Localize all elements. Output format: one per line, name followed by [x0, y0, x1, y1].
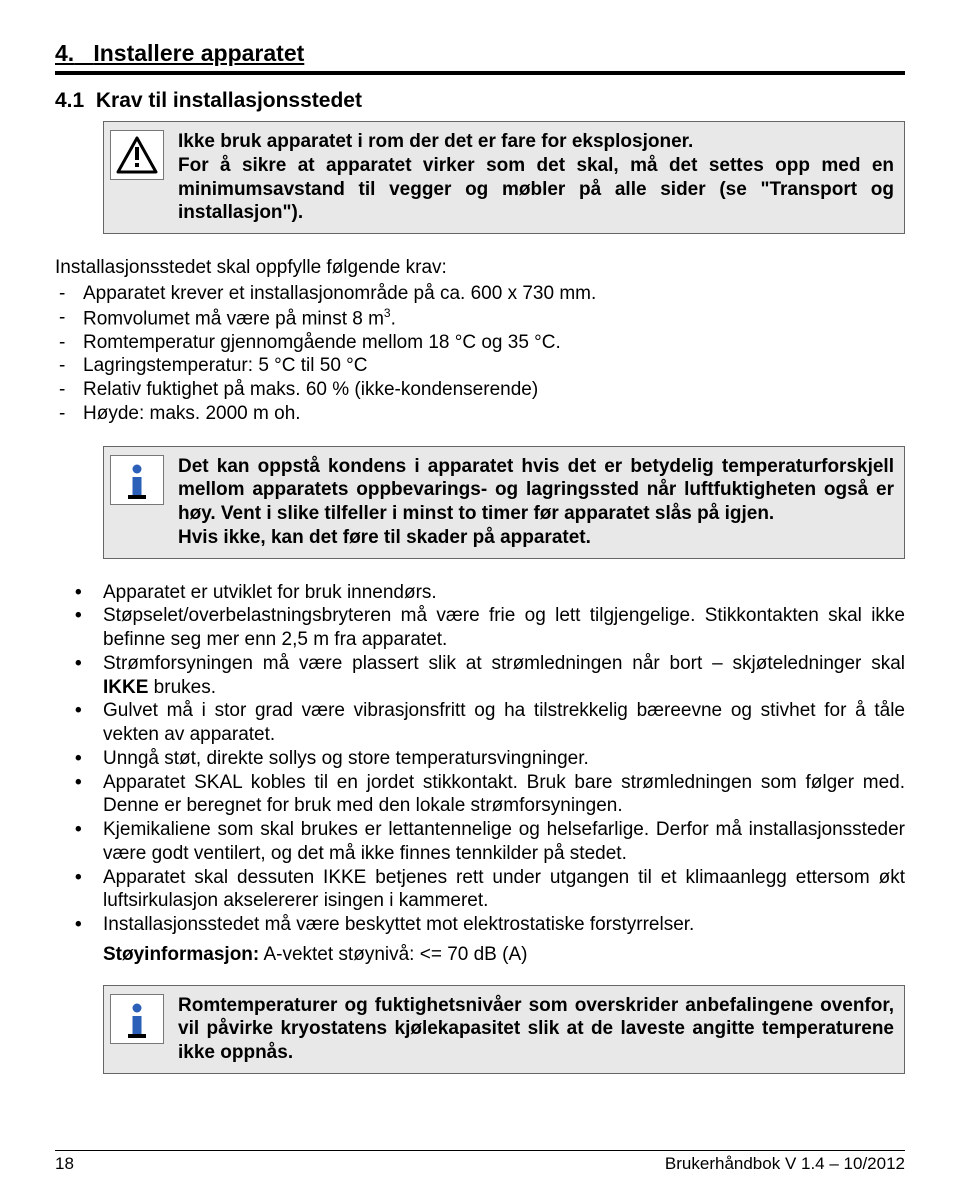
- noise-value: A-vektet støynivå: <= 70 dB (A): [259, 944, 527, 965]
- noise-label: Støyinformasjon:: [103, 944, 259, 965]
- warning-icon: [110, 130, 164, 180]
- list-item: Apparatet skal dessuten IKKE betjenes re…: [75, 866, 905, 914]
- info-box-condensation: Det kan oppstå kondens i apparatet hvis …: [103, 446, 905, 559]
- list-item: Støpselet/overbelastningsbryteren må vær…: [75, 604, 905, 652]
- list-item: Lagringstemperatur: 5 °C til 50 °C: [55, 354, 905, 378]
- info-icon: [110, 994, 164, 1044]
- warning-text: Ikke bruk apparatet i rom der det er far…: [178, 130, 894, 225]
- info-box-temperature: Romtemperaturer og fuktighetsnivåer som …: [103, 985, 905, 1074]
- info-p2: Hvis ikke, kan det føre til skader på ap…: [178, 527, 591, 548]
- list-item: Apparatet krever et installasjonområde p…: [55, 282, 905, 306]
- list-item: Høyde: maks. 2000 m oh.: [55, 402, 905, 426]
- section-number: 4.1: [55, 89, 84, 112]
- chapter-number: 4.: [55, 40, 74, 66]
- warning-box: Ikke bruk apparatet i rom der det er far…: [103, 121, 905, 234]
- page-footer: 18 Brukerhåndbok V 1.4 – 10/2012: [55, 1150, 905, 1174]
- list-item: Apparatet er utviklet for bruk innendørs…: [75, 581, 905, 605]
- warning-line2: For å sikre at apparatet virker som det …: [178, 155, 894, 224]
- list-item: Gulvet må i stor grad være vibrasjonsfri…: [75, 699, 905, 747]
- chapter-name: Installere apparatet: [93, 40, 304, 66]
- requirements-intro: Installasjonsstedet skal oppfylle følgen…: [55, 256, 905, 280]
- list-item: Kjemikaliene som skal brukes er lettante…: [75, 818, 905, 866]
- list-item: Strømforsyningen må være plassert slik a…: [75, 652, 905, 700]
- requirements-list: Apparatet krever et installasjonområde p…: [55, 282, 905, 426]
- noise-info: Støyinformasjon: A-vektet støynivå: <= 7…: [103, 943, 905, 967]
- info-text: Det kan oppstå kondens i apparatet hvis …: [178, 455, 894, 550]
- list-item: Romvolumet må være på minst 8 m3.: [55, 306, 905, 331]
- list-item: Relativ fuktighet på maks. 60 % (ikke-ko…: [55, 378, 905, 402]
- doc-version: Brukerhåndbok V 1.4 – 10/2012: [665, 1154, 905, 1174]
- chapter-rule: [55, 71, 905, 75]
- chapter-title: 4. Installere apparatet: [55, 40, 905, 67]
- bullet-list: Apparatet er utviklet for bruk innendørs…: [55, 581, 905, 937]
- info-icon: [110, 455, 164, 505]
- info-text: Romtemperaturer og fuktighetsnivåer som …: [178, 994, 894, 1065]
- list-item: Romtemperatur gjennomgående mellom 18 °C…: [55, 331, 905, 355]
- list-item: Installasjonsstedet må være beskyttet mo…: [75, 913, 905, 937]
- section-name: Krav til installasjonsstedet: [96, 89, 362, 112]
- warning-line1: Ikke bruk apparatet i rom der det er far…: [178, 131, 693, 152]
- info-p1: Det kan oppstå kondens i apparatet hvis …: [178, 456, 894, 525]
- list-item: Apparatet SKAL kobles til en jordet stik…: [75, 771, 905, 819]
- page-number: 18: [55, 1154, 74, 1174]
- list-item: Unngå støt, direkte sollys og store temp…: [75, 747, 905, 771]
- section-title: 4.1 Krav til installasjonsstedet: [55, 89, 905, 113]
